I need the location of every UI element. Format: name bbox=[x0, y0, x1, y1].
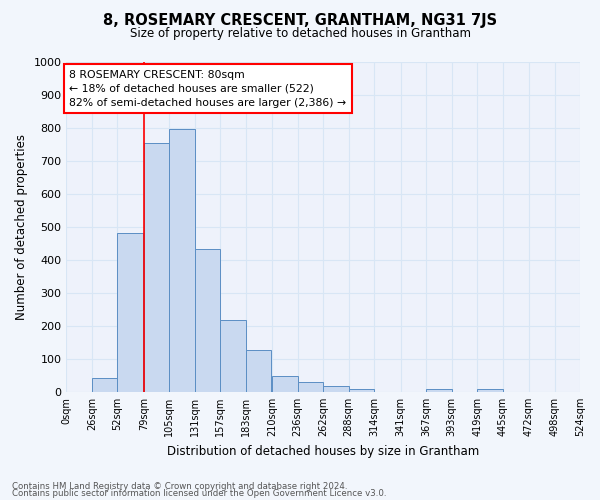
Bar bbox=[298, 382, 323, 392]
Bar bbox=[246, 350, 271, 392]
Text: Contains HM Land Registry data © Crown copyright and database right 2024.: Contains HM Land Registry data © Crown c… bbox=[12, 482, 347, 491]
Text: Size of property relative to detached houses in Grantham: Size of property relative to detached ho… bbox=[130, 28, 470, 40]
Text: Contains public sector information licensed under the Open Government Licence v3: Contains public sector information licen… bbox=[12, 490, 386, 498]
Bar bbox=[426, 390, 452, 392]
Y-axis label: Number of detached properties: Number of detached properties bbox=[15, 134, 28, 320]
Bar bbox=[349, 388, 374, 392]
Bar bbox=[144, 144, 169, 392]
Bar bbox=[220, 320, 246, 392]
Text: 8, ROSEMARY CRESCENT, GRANTHAM, NG31 7JS: 8, ROSEMARY CRESCENT, GRANTHAM, NG31 7JS bbox=[103, 12, 497, 28]
Bar bbox=[272, 376, 298, 392]
Bar bbox=[477, 390, 503, 392]
Bar bbox=[118, 232, 143, 392]
Bar bbox=[195, 249, 220, 392]
Text: 8 ROSEMARY CRESCENT: 80sqm
← 18% of detached houses are smaller (522)
82% of sem: 8 ROSEMARY CRESCENT: 80sqm ← 18% of deta… bbox=[70, 70, 346, 108]
X-axis label: Distribution of detached houses by size in Grantham: Distribution of detached houses by size … bbox=[167, 444, 479, 458]
Bar bbox=[323, 386, 349, 392]
Bar bbox=[92, 378, 118, 392]
Bar bbox=[169, 129, 195, 392]
